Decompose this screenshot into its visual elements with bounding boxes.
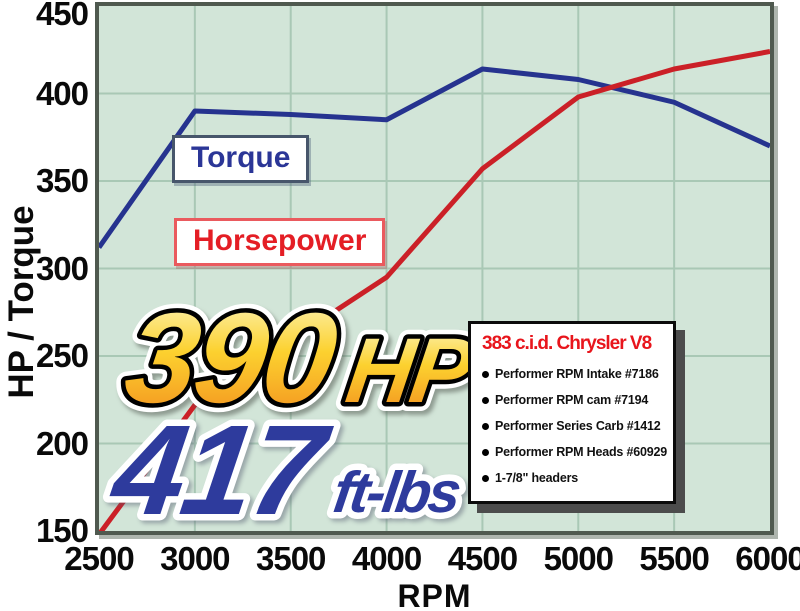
headline-tq-unit: ft-lbs xyxy=(330,460,464,525)
spec-item: Performer RPM cam #7194 xyxy=(482,387,667,413)
headline-hp-value-stroke: 390 xyxy=(118,288,345,430)
x-tick-label: 3000 xyxy=(160,540,230,577)
headline-horsepower: 390 HP 390 HP 390 HP xyxy=(109,279,490,439)
legend-torque-label: Torque xyxy=(172,135,310,183)
bullet-icon xyxy=(482,370,489,378)
x-tick-label: 4000 xyxy=(351,540,422,577)
x-tick-label: 5500 xyxy=(639,540,709,577)
x-tick-label: 2500 xyxy=(64,540,134,577)
x-tick-label: 3500 xyxy=(255,540,326,577)
legend-horsepower-label: Horsepower xyxy=(174,218,386,266)
spec-item: Performer Series Carb #1412 xyxy=(482,413,667,439)
spec-item-text: Performer RPM Heads #60929 xyxy=(495,445,667,459)
spec-box: 383 c.i.d. Chrysler V8 Performer RPM Int… xyxy=(468,321,676,504)
x-tick-label: 4500 xyxy=(447,540,518,577)
x-tick-label: 6000 xyxy=(735,540,800,577)
headline-hp-unit-outline: HP xyxy=(341,318,481,421)
y-tick-label: 350 xyxy=(35,162,89,199)
bullet-icon xyxy=(482,474,489,482)
y-tick-label: 450 xyxy=(35,0,89,32)
y-tick-label: 150 xyxy=(35,512,89,549)
spec-item: Performer RPM Intake #7186 xyxy=(482,361,667,387)
horsepower-curve xyxy=(99,49,770,531)
spec-item: Performer RPM Heads #60929 xyxy=(482,439,667,465)
torque-curve xyxy=(99,66,770,249)
headline-hp-value: 390 xyxy=(118,288,345,430)
spec-item: 1-7/8" headers xyxy=(482,465,667,491)
y-tick-label: 250 xyxy=(35,337,89,374)
spec-box-items: Performer RPM Intake #7186 Performer RPM … xyxy=(482,361,667,491)
headline-torque: 417 ft-lbs 417 ft-lbs xyxy=(96,393,471,548)
spec-item-text: Performer Series Carb #1412 xyxy=(495,419,661,433)
headline-tq-value-outline: 417 xyxy=(102,400,338,542)
spec-item-text: Performer RPM Intake #7186 xyxy=(495,367,659,381)
bullet-icon xyxy=(482,448,489,456)
headline-hp-value-outline: 390 xyxy=(118,288,345,430)
bullet-icon xyxy=(482,396,489,404)
y-tick-label: 200 xyxy=(35,424,89,462)
headline-tq-unit-outline: ft-lbs xyxy=(330,460,464,525)
spec-box-title: 383 c.i.d. Chrysler V8 xyxy=(482,333,652,354)
headline-hp-unit-stroke: HP xyxy=(341,318,481,421)
spec-item-text: Performer RPM cam #7194 xyxy=(495,393,649,407)
spec-item-text: 1-7/8" headers xyxy=(495,471,579,485)
y-tick-label: 400 xyxy=(35,74,89,112)
curves xyxy=(99,49,770,531)
x-axis-title: RPM xyxy=(397,578,472,611)
bullet-icon xyxy=(482,422,489,430)
x-tick-label: 5000 xyxy=(543,540,614,577)
headline-tq-value: 417 xyxy=(102,400,338,542)
y-tick-label: 300 xyxy=(35,249,89,287)
headline-hp-unit: HP xyxy=(341,318,481,421)
